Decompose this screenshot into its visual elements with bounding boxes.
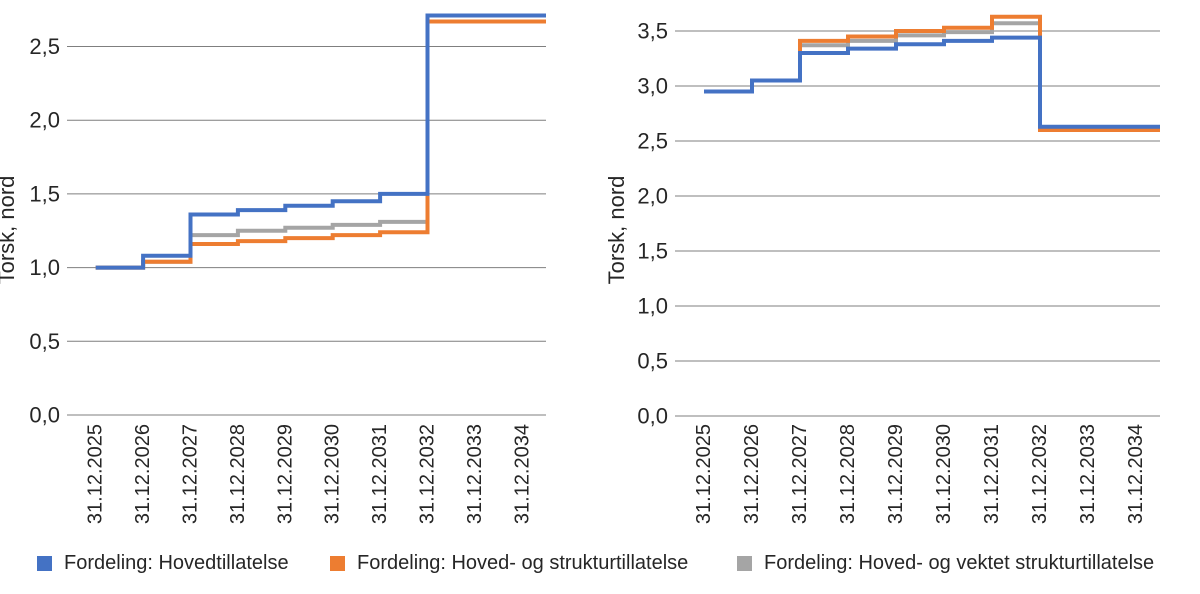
legend-item: Fordeling: Hoved- og vektet strukturtill… — [737, 548, 1154, 578]
x-tick-label: 31.12.2033 — [464, 424, 486, 524]
legend-swatch-icon — [330, 555, 345, 571]
series-line-A5A5A5 — [95, 19, 546, 270]
y-tick-label: 2,5 — [29, 34, 60, 59]
legend-label: Fordeling: Hoved- og vektet strukturtill… — [764, 551, 1155, 574]
x-tick-label: 31.12.2028 — [837, 424, 859, 524]
y-tick-label: 2,5 — [637, 129, 668, 154]
series-line-A5A5A5 — [704, 21, 1160, 132]
y-tick-label: 2,0 — [29, 108, 60, 133]
y-tick-label: 0,5 — [637, 349, 668, 374]
legend: Fordeling: Hovedtillatelse Fordeling: Hov… — [0, 548, 1200, 582]
y-axis-title: Torsk, nord — [0, 176, 19, 285]
legend-label: Fordeling: Hovedtillatelse — [64, 551, 289, 574]
series-line-4472C4 — [704, 35, 1160, 129]
legend-item: Fordeling: Hovedtillatelse — [37, 548, 289, 578]
x-tick-label: 31.12.2029 — [885, 424, 907, 524]
y-tick-label: 0,5 — [29, 329, 60, 354]
x-tick-label: 31.12.2033 — [1077, 424, 1099, 524]
right-chart-svg: Torsk, nord 0,0 0,5 1,0 1,5 2,0 2,5 3,0 3,5 31.1… — [604, 14, 1160, 524]
y-tick-label: 2,0 — [637, 184, 668, 209]
x-tick-label: 31.12.2034 — [1125, 424, 1147, 524]
left-chart-svg: Torsk, nord 0,0 0,5 1,0 1,5 2,0 2,5 31.12.2025… — [0, 13, 546, 524]
x-tick-label: 31.12.2032 — [417, 424, 439, 524]
y-tick-label: 0,0 — [637, 404, 668, 429]
right-chart: Torsk, nord 0,0 0,5 1,0 1,5 2,0 2,5 3,0 3,5 31.1… — [600, 0, 1200, 540]
x-tick-label: 31.12.2030 — [322, 424, 344, 524]
x-tick-label: 31.12.2026 — [132, 424, 154, 524]
y-axis-title: Torsk, nord — [604, 176, 629, 285]
y-tick-label: 1,0 — [637, 294, 668, 319]
y-tick-label: 0,0 — [29, 403, 60, 428]
x-tick-label: 31.12.2034 — [511, 424, 533, 524]
legend-label: Fordeling: Hoved- og strukturtillatelse — [357, 551, 689, 574]
legend-item: Fordeling: Hoved- og strukturtillatelse — [330, 548, 688, 578]
x-tick-label: 31.12.2030 — [933, 424, 955, 524]
y-tick-label: 1,0 — [29, 255, 60, 280]
left-chart: Torsk, nord 0,0 0,5 1,0 1,5 2,0 2,5 31.12.2025… — [0, 0, 600, 540]
x-tick-label: 31.12.2026 — [741, 424, 763, 524]
x-tick-label: 31.12.2031 — [369, 424, 391, 524]
legend-swatch-icon — [737, 555, 752, 571]
x-tick-label: 31.12.2032 — [1029, 424, 1051, 524]
series-line-4472C4 — [95, 13, 546, 270]
x-tick-label: 31.12.2027 — [180, 424, 202, 524]
x-tick-label: 31.12.2029 — [274, 424, 296, 524]
legend-swatch-icon — [37, 555, 52, 571]
y-tick-label: 3,5 — [637, 19, 668, 44]
y-tick-label: 1,5 — [29, 181, 60, 206]
y-tick-label: 1,5 — [637, 239, 668, 264]
x-tick-label: 31.12.2027 — [789, 424, 811, 524]
x-tick-label: 31.12.2031 — [981, 424, 1003, 524]
x-tick-label: 31.12.2025 — [693, 424, 715, 524]
x-tick-label: 31.12.2025 — [85, 424, 107, 524]
y-tick-label: 3,0 — [637, 74, 668, 99]
series-line-ED7D31 — [95, 19, 546, 270]
x-tick-label: 31.12.2028 — [227, 424, 249, 524]
